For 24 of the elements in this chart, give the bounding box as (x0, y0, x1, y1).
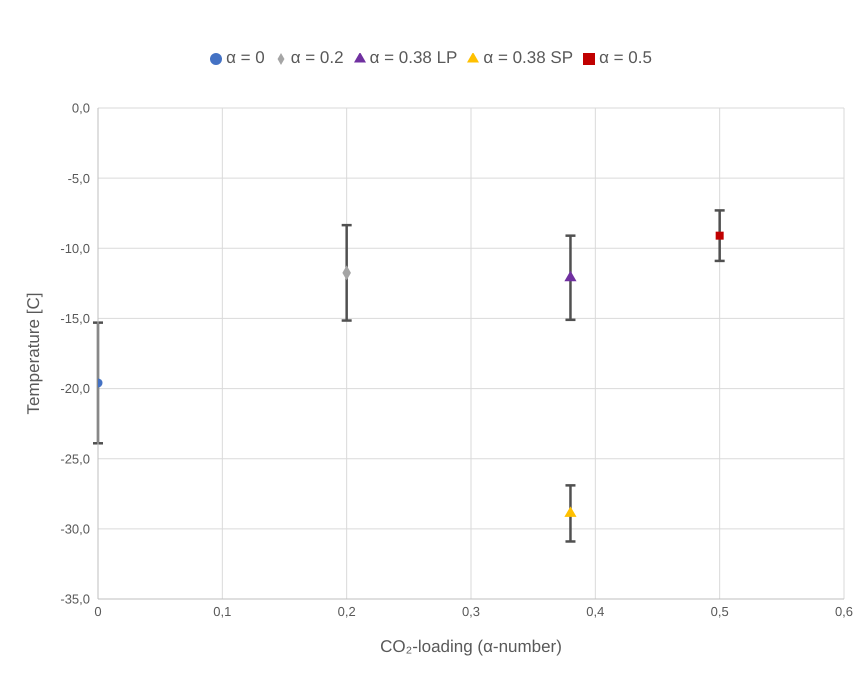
y-tick-label: -35,0 (60, 592, 90, 607)
y-tick-label: -30,0 (60, 521, 90, 536)
x-axis-title: CO₂-loading (α-number) (380, 637, 562, 656)
x-tick-label: 0,6 (834, 604, 854, 620)
y-tick-label: -5,0 (68, 170, 90, 186)
x-tick-label: 0,1 (213, 604, 232, 620)
point (564, 506, 577, 517)
point (716, 232, 724, 240)
x-tick-label: 0 (94, 604, 102, 620)
x-tick-label: 0,2 (338, 604, 356, 620)
y-tick-label: -20,0 (60, 381, 90, 396)
x-tick-label: 0,5 (710, 604, 729, 620)
x-tick-label: 0,4 (586, 604, 604, 620)
y-tick-label: -15,0 (60, 311, 90, 326)
y-tick-label: 0,0 (72, 100, 90, 116)
legend-label: α = 0 (226, 48, 265, 67)
legend-label: α = 0.5 (599, 48, 652, 67)
y-tick-label: -25,0 (60, 451, 90, 466)
y-axis-title: Temperature [C] (24, 292, 44, 414)
legend-label: α = 0.2 (290, 48, 344, 67)
legend-label: α = 0.38 LP (370, 48, 458, 67)
y-tick-label: -10,0 (60, 240, 90, 256)
x-tick-label: 0,3 (462, 604, 480, 620)
legend-label: α = 0.38 SP (483, 48, 574, 67)
